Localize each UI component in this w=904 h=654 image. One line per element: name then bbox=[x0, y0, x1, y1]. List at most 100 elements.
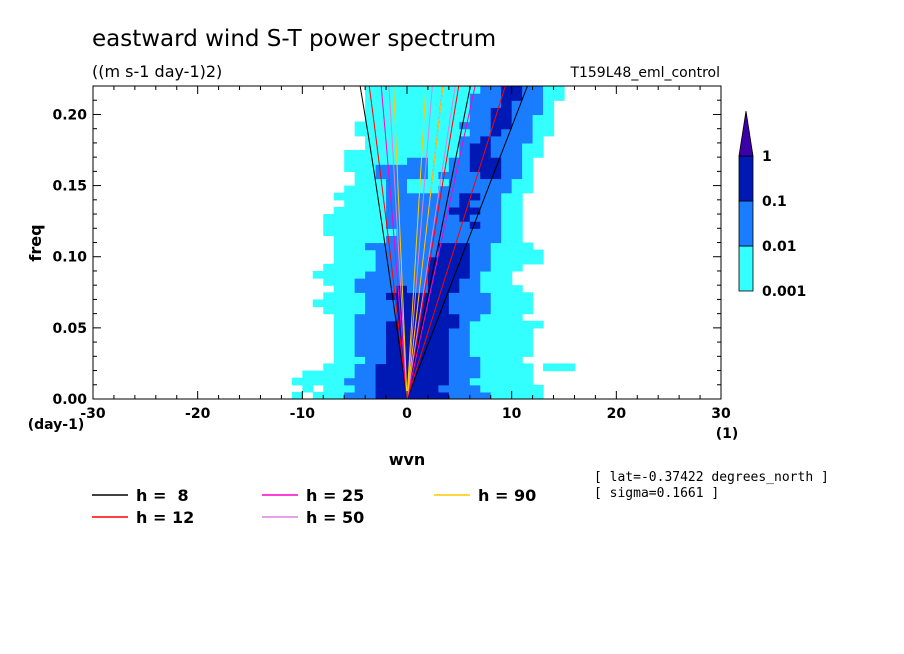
heatmap-cell bbox=[365, 199, 377, 208]
heatmap-cell bbox=[438, 292, 450, 301]
heatmap-cell bbox=[532, 107, 544, 116]
heatmap-cell bbox=[365, 157, 377, 165]
heatmap-cell bbox=[333, 299, 345, 308]
heatmap-cell bbox=[480, 93, 492, 101]
heatmap-cell bbox=[354, 342, 366, 350]
heatmap-cell bbox=[490, 342, 502, 350]
heatmap-cell bbox=[417, 327, 429, 336]
heatmap-cell bbox=[448, 342, 460, 350]
heatmap-cell bbox=[490, 178, 502, 187]
heatmap-cell bbox=[365, 142, 377, 151]
heatmap-cell bbox=[427, 178, 439, 187]
heatmap-cell bbox=[417, 185, 429, 194]
heatmap-cell bbox=[501, 249, 513, 258]
heatmap-cell bbox=[501, 221, 513, 229]
heatmap-cell bbox=[480, 370, 492, 379]
heatmap-cell bbox=[438, 164, 450, 172]
heatmap-cell bbox=[501, 306, 513, 315]
heatmap-cell bbox=[427, 327, 439, 336]
heatmap-cell bbox=[396, 164, 408, 172]
heatmap-cell bbox=[396, 320, 408, 329]
heatmap-cell bbox=[407, 256, 419, 265]
heatmap-cell bbox=[427, 349, 439, 357]
heatmap-cell bbox=[511, 313, 523, 322]
heatmap-cell bbox=[312, 391, 324, 399]
heatmap-cell bbox=[448, 242, 460, 251]
heatmap-cell bbox=[469, 228, 481, 236]
heatmap-cell bbox=[407, 263, 419, 272]
heatmap-cell bbox=[501, 178, 513, 187]
heatmap-cell bbox=[501, 150, 513, 158]
heatmap-cell bbox=[459, 242, 471, 251]
heatmap-cell bbox=[333, 306, 345, 315]
heatmap-cell bbox=[448, 142, 460, 151]
heatmap-cell bbox=[448, 192, 460, 201]
heatmap-cell bbox=[333, 278, 345, 286]
heatmap-cell bbox=[511, 206, 523, 215]
heatmap-cell bbox=[448, 306, 460, 315]
heatmap-cell bbox=[344, 150, 356, 158]
y-unit-label: (day-1) bbox=[28, 417, 85, 433]
heatmap-cell bbox=[396, 249, 408, 258]
heatmap-cell bbox=[511, 121, 523, 130]
heatmap-cell bbox=[365, 100, 377, 108]
heatmap-cell bbox=[302, 370, 314, 379]
heatmap-cell bbox=[522, 164, 534, 172]
heatmap-cell bbox=[448, 185, 460, 194]
heatmap-cell bbox=[459, 270, 471, 279]
heatmap-cell bbox=[511, 221, 523, 229]
heatmap-cell bbox=[490, 185, 502, 194]
heatmap-cell bbox=[501, 235, 513, 244]
heatmap-cell bbox=[354, 185, 366, 194]
heatmap-cell bbox=[480, 135, 492, 144]
heatmap-cell bbox=[375, 370, 387, 379]
heatmap-cell bbox=[407, 121, 419, 130]
heatmap-cell bbox=[375, 93, 387, 101]
heatmap-cell bbox=[417, 150, 429, 158]
heatmap-cell bbox=[564, 363, 576, 372]
heatmap-cell bbox=[354, 384, 366, 393]
heatmap-cell bbox=[511, 171, 523, 180]
heatmap-cell bbox=[490, 192, 502, 201]
heatmap-cell bbox=[427, 391, 439, 399]
heatmap-cell bbox=[427, 299, 439, 308]
heatmap-cell bbox=[354, 349, 366, 357]
heatmap-cell bbox=[375, 228, 387, 236]
legend: h = 8 h = 12 h = 25 h = 50 h = 90 bbox=[92, 486, 536, 527]
heatmap-cell bbox=[427, 292, 439, 301]
legend-label: h = 50 bbox=[306, 508, 364, 527]
heatmap-cell bbox=[323, 221, 335, 229]
heatmap-cell bbox=[333, 249, 345, 258]
heatmap-cell bbox=[396, 221, 408, 229]
heatmap-cell bbox=[333, 192, 345, 201]
heatmap-cell bbox=[396, 128, 408, 137]
heatmap-cell bbox=[354, 306, 366, 315]
heatmap-cell bbox=[386, 256, 398, 265]
heatmap-cell bbox=[501, 192, 513, 201]
heatmap-cell bbox=[469, 384, 481, 393]
heatmap-cell bbox=[438, 263, 450, 272]
heatmap-cell bbox=[501, 206, 513, 215]
heatmap-cell bbox=[469, 235, 481, 244]
heatmap-cell bbox=[386, 363, 398, 372]
heatmap-cell bbox=[344, 285, 356, 293]
heatmap-cell bbox=[396, 150, 408, 158]
heatmap-cell bbox=[427, 142, 439, 151]
heatmap-cell bbox=[375, 292, 387, 301]
heatmap-cell bbox=[490, 320, 502, 329]
heatmap-cell bbox=[448, 206, 460, 215]
heatmap-cell bbox=[459, 327, 471, 336]
heatmap-cell bbox=[407, 384, 419, 393]
heatmap-cell bbox=[511, 256, 523, 265]
heatmap-cell bbox=[501, 377, 513, 386]
heatmap-cell bbox=[427, 199, 439, 208]
heatmap-cell bbox=[511, 384, 523, 393]
heatmap-cell bbox=[427, 377, 439, 386]
heatmap-cell bbox=[448, 363, 460, 372]
heatmap-cell bbox=[459, 135, 471, 144]
heatmap-cell bbox=[459, 100, 471, 108]
heatmap-cell bbox=[386, 135, 398, 144]
heatmap-cell bbox=[427, 206, 439, 215]
heatmap-cell bbox=[480, 235, 492, 244]
heatmap-cell bbox=[501, 157, 513, 165]
